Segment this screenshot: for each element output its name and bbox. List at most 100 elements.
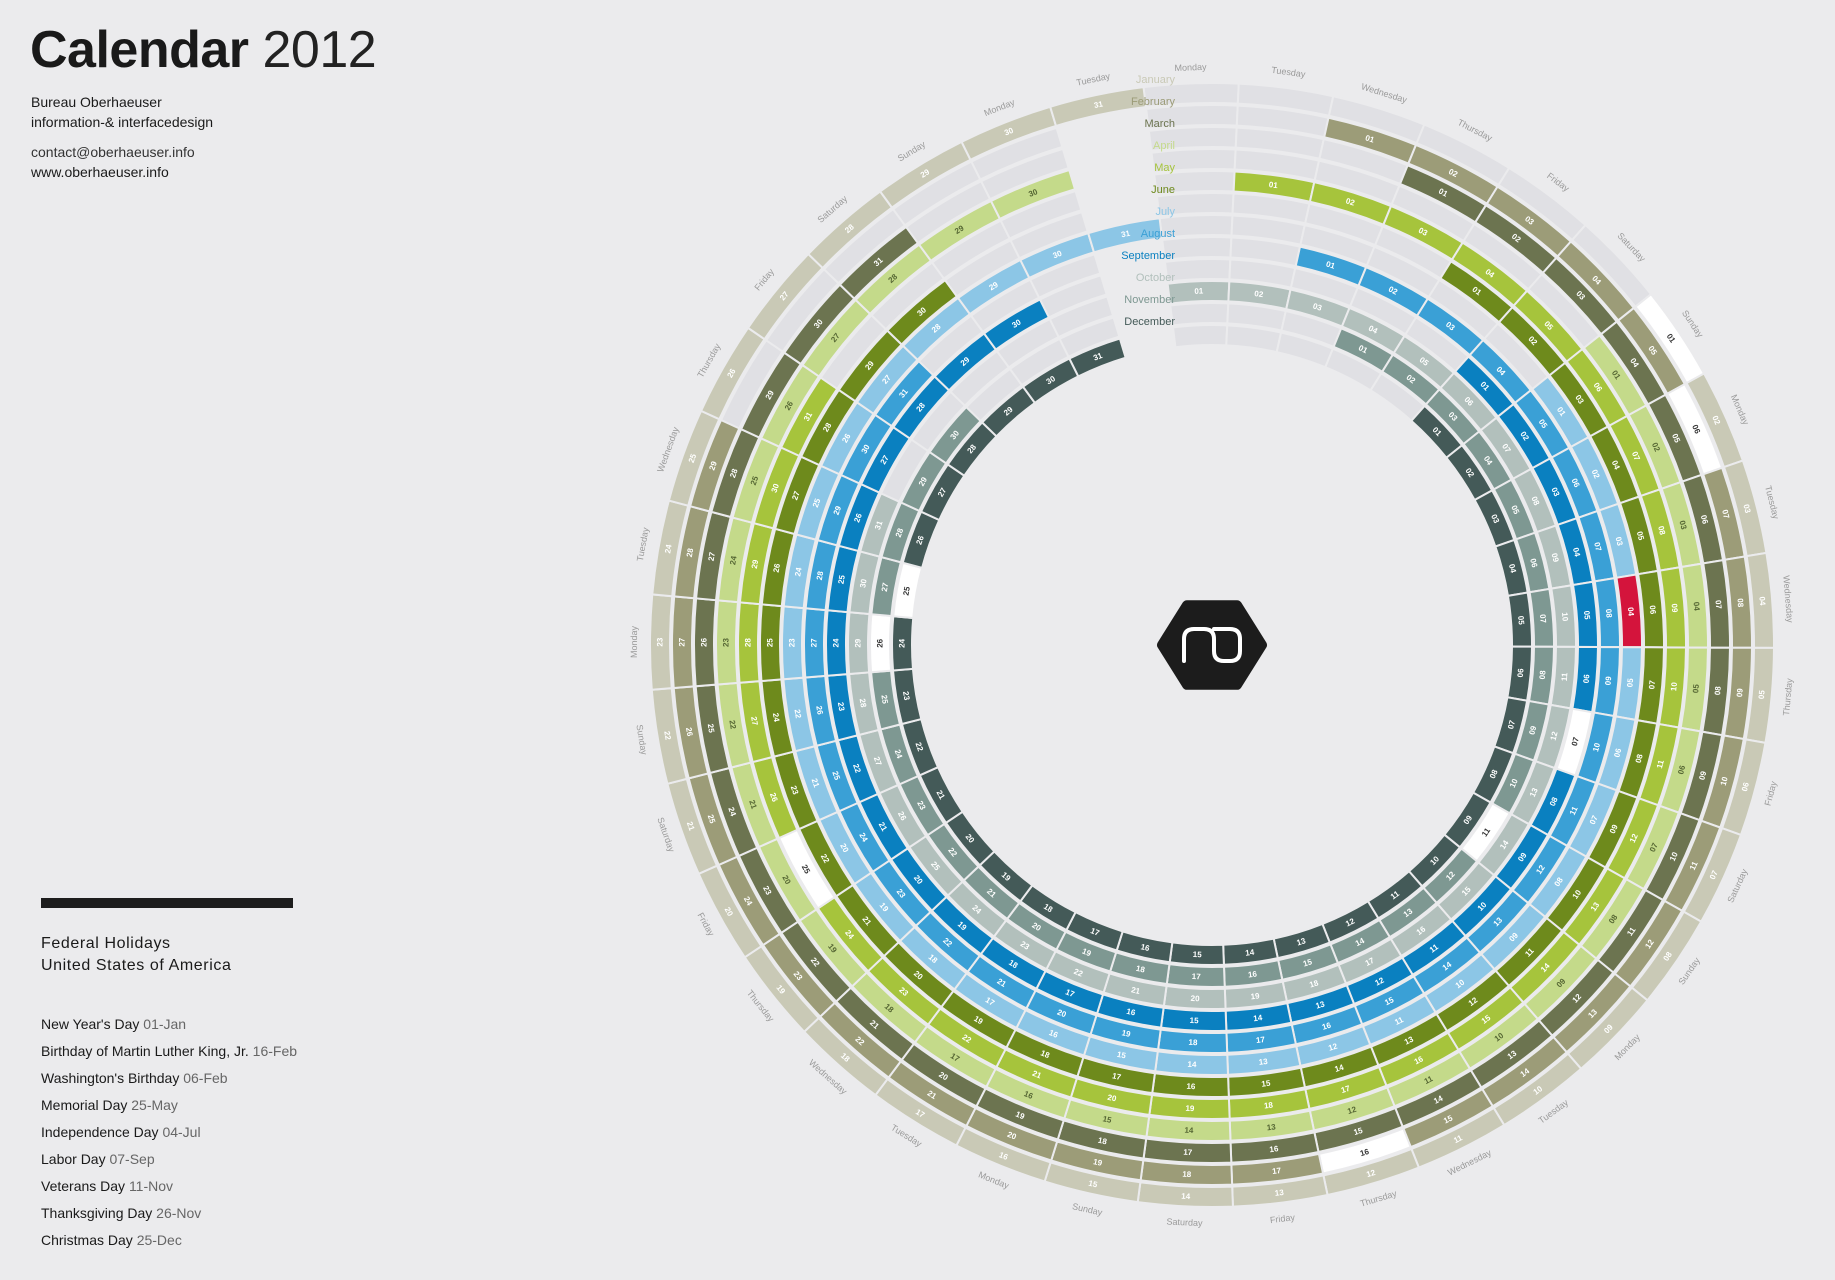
contact-email[interactable]: contact@oberhaeuser.info xyxy=(31,144,195,160)
day-number: 15 xyxy=(1261,1079,1271,1089)
holiday-name: Birthday of Martin Luther King, Jr. xyxy=(41,1043,253,1059)
day-number: 15 xyxy=(1442,1113,1454,1125)
month-label: June xyxy=(1151,184,1175,196)
day-number: 03 xyxy=(1741,503,1752,514)
day-number: 16 xyxy=(1413,1054,1425,1066)
holiday-name: Christmas Day xyxy=(41,1232,137,1248)
day-number: 06 xyxy=(1516,668,1526,678)
weekday-label: Friday xyxy=(752,266,776,292)
weekday-label: Thursday xyxy=(1781,677,1794,716)
day-number: 08 xyxy=(1529,495,1541,507)
day-number: 23 xyxy=(836,701,846,712)
day-number: 17 xyxy=(1089,926,1101,938)
title-year: 2012 xyxy=(262,21,377,79)
day-number: 14 xyxy=(1187,1060,1197,1069)
month-label: December xyxy=(1124,316,1175,328)
holiday-item: Labor Day 07-Sep xyxy=(41,1146,297,1173)
weekday-label: Saturday xyxy=(655,816,676,854)
day-number: 28 xyxy=(728,467,740,479)
day-number: 05 xyxy=(1635,530,1646,541)
month-label: May xyxy=(1154,162,1175,174)
day-number: 18 xyxy=(1039,1048,1051,1060)
day-number: 03 xyxy=(1677,520,1688,531)
weekday-label: Tuesday xyxy=(889,1122,924,1149)
day-number: 16 xyxy=(1048,1028,1060,1040)
day-number: 08 xyxy=(1548,795,1560,807)
day-number: 08 xyxy=(1735,598,1745,608)
day-number: 05 xyxy=(1670,432,1682,444)
day-number: 23 xyxy=(789,784,801,796)
holiday-date: 25-Dec xyxy=(136,1232,182,1248)
weekday-label: Sunday xyxy=(1680,308,1706,339)
day-number: 31 xyxy=(1093,99,1104,110)
day-number: 20 xyxy=(1190,994,1200,1003)
day-number: 13 xyxy=(1274,1188,1284,1198)
day-number: 12 xyxy=(1374,975,1386,987)
weekday-label: Wednesday xyxy=(1360,81,1409,105)
day-number: 30 xyxy=(1027,187,1039,199)
day-number: 27 xyxy=(880,581,891,592)
day-number: 24 xyxy=(893,748,905,760)
day-number: 14 xyxy=(1432,1094,1444,1106)
day-number: 09 xyxy=(1604,675,1614,685)
weekday-label: Tuesday xyxy=(1075,71,1111,88)
day-number: 26 xyxy=(684,727,694,738)
holidays-heading: Federal Holidays United States of Americ… xyxy=(41,933,232,977)
day-number: 16 xyxy=(1321,1020,1333,1031)
day-number: 15 xyxy=(1193,950,1203,959)
weekday-label: Monday xyxy=(977,1170,1011,1192)
day-number: 26 xyxy=(914,534,926,546)
day-number: 02 xyxy=(1254,289,1265,299)
weekday-label: Saturday xyxy=(1166,1216,1203,1228)
day-number: 23 xyxy=(787,638,796,647)
empty-day-cell xyxy=(1171,324,1229,349)
day-number: 09 xyxy=(1697,770,1708,781)
day-number: 05 xyxy=(1625,677,1635,687)
day-number: 25 xyxy=(706,813,718,825)
holiday-date: 16-Feb xyxy=(252,1043,298,1059)
day-cell xyxy=(1086,217,1164,254)
day-number: 25 xyxy=(765,638,774,647)
day-number: 25 xyxy=(687,452,699,464)
empty-day-cell xyxy=(1169,302,1230,327)
holidays-heading-line2: United States of America xyxy=(41,957,232,974)
day-number: 23 xyxy=(901,691,911,702)
website-link[interactable]: www.oberhaeuser.info xyxy=(31,164,169,180)
day-number: 01 xyxy=(1364,133,1376,144)
day-number: 16 xyxy=(1359,1147,1371,1158)
page-title: Calendar 2012 xyxy=(30,18,377,82)
day-number: 21 xyxy=(1130,985,1141,996)
day-number: 13 xyxy=(1528,786,1540,798)
day-number: 12 xyxy=(1365,1168,1377,1179)
day-number: 27 xyxy=(790,489,802,501)
day-number: 18 xyxy=(1188,1038,1198,1047)
day-number: 12 xyxy=(1549,730,1560,741)
day-number: 24 xyxy=(726,806,738,818)
day-number: 15 xyxy=(1353,1126,1365,1137)
day-number: 10 xyxy=(1591,741,1602,752)
day-number: 05 xyxy=(1516,616,1526,626)
day-number: 07 xyxy=(1714,600,1724,610)
day-number: 19 xyxy=(1121,1028,1132,1039)
day-number: 17 xyxy=(1340,1084,1352,1095)
day-number: 26 xyxy=(852,512,864,524)
holiday-name: Labor Day xyxy=(41,1151,110,1167)
title-main: Calendar xyxy=(30,21,249,79)
empty-day-cell xyxy=(1058,316,1121,359)
day-number: 09 xyxy=(1670,603,1680,613)
day-number: 16 xyxy=(1140,942,1151,953)
day-number: 20 xyxy=(1006,1130,1018,1142)
day-number: 11 xyxy=(1568,805,1580,817)
day-number: 08 xyxy=(1656,525,1667,536)
month-label: July xyxy=(1155,206,1175,218)
day-number: 31 xyxy=(873,519,885,531)
holiday-item: Veterans Day 11-Nov xyxy=(41,1173,297,1200)
day-number: 18 xyxy=(1182,1170,1192,1179)
day-number: 07 xyxy=(1648,841,1660,853)
day-number: 03 xyxy=(1549,486,1561,498)
empty-day-cell xyxy=(1009,210,1089,260)
month-label: September xyxy=(1121,250,1175,262)
day-number: 27 xyxy=(809,638,818,647)
day-number: 15 xyxy=(1383,995,1395,1007)
